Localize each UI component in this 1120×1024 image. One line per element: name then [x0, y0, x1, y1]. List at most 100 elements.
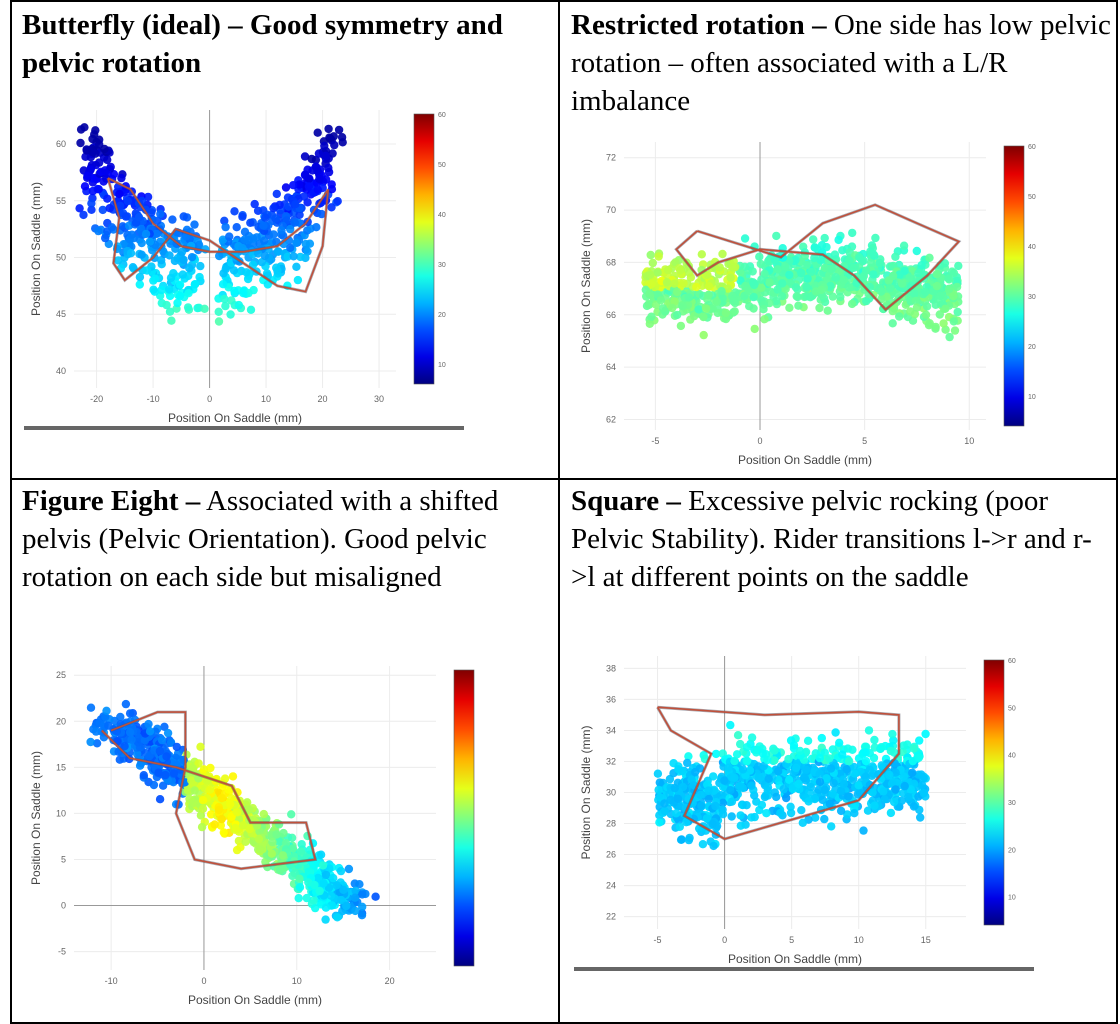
colorbar-tick-label: 40	[1008, 753, 1016, 760]
data-point	[655, 793, 665, 802]
data-point	[157, 735, 167, 745]
colorbar-tick-label: 60	[1008, 658, 1016, 665]
data-point	[296, 252, 305, 262]
data-point	[268, 837, 277, 847]
data-point	[234, 836, 244, 846]
x-tick-label: 5	[789, 935, 794, 945]
data-point	[676, 266, 685, 275]
data-point	[675, 822, 684, 831]
data-point	[742, 801, 751, 810]
data-point	[696, 790, 705, 800]
data-points	[641, 228, 963, 342]
data-point	[273, 247, 283, 256]
data-point	[169, 769, 179, 778]
y-tick-label: 68	[606, 257, 616, 267]
data-point	[879, 787, 888, 796]
data-point	[764, 774, 773, 783]
colorbar-tick-label: 20	[438, 312, 446, 319]
data-point	[877, 287, 886, 296]
data-point	[726, 720, 735, 730]
data-point	[302, 893, 311, 903]
x-tick-label: -10	[105, 976, 118, 986]
data-points	[75, 123, 347, 326]
data-point	[175, 291, 185, 301]
data-point	[826, 281, 835, 290]
data-point	[292, 262, 301, 271]
data-point	[800, 773, 809, 782]
data-point	[810, 794, 820, 804]
data-point	[283, 252, 292, 261]
data-point	[699, 330, 708, 340]
data-point	[288, 871, 297, 881]
data-point	[206, 763, 215, 773]
data-point	[226, 799, 235, 809]
data-point	[670, 279, 679, 288]
data-point	[300, 152, 310, 161]
data-point	[215, 251, 224, 261]
data-point	[654, 785, 663, 795]
data-point	[932, 270, 941, 279]
colorbar	[453, 669, 475, 967]
data-point	[259, 221, 268, 230]
chart-baseline-bar	[24, 426, 464, 430]
data-point	[309, 896, 318, 905]
data-point	[885, 283, 895, 293]
colorbar-tick-label: 50	[438, 162, 446, 169]
data-point	[157, 285, 166, 295]
data-point	[205, 785, 215, 794]
data-point	[888, 271, 898, 281]
data-point	[669, 759, 678, 768]
data-point	[127, 735, 136, 744]
data-point	[238, 821, 248, 830]
colorbar-tick-label: 10	[438, 362, 446, 369]
data-point	[831, 273, 840, 282]
data-point	[944, 285, 954, 294]
data-point	[871, 233, 880, 243]
data-point	[791, 283, 801, 292]
data-point	[279, 828, 288, 838]
data-point	[135, 272, 145, 282]
y-tick-label: 60	[56, 139, 66, 149]
data-point	[755, 252, 764, 261]
data-point	[98, 205, 108, 215]
x-tick-label: 10	[292, 976, 302, 986]
data-point	[656, 296, 666, 305]
data-point	[718, 798, 728, 807]
y-tick-label: 15	[56, 762, 66, 772]
data-point	[139, 771, 148, 780]
data-point	[187, 776, 196, 785]
y-tick-label: 5	[61, 854, 66, 864]
data-point	[83, 171, 92, 181]
data-point	[822, 774, 831, 783]
data-point	[198, 804, 208, 813]
data-point	[135, 280, 144, 289]
colorbar-tick-label: 10	[1028, 394, 1036, 401]
figure-grid: Butterfly (ideal) – Good symmetry and pe…	[10, 0, 1118, 1024]
data-point	[786, 736, 796, 745]
data-point	[647, 280, 656, 289]
data-point	[336, 866, 346, 876]
data-point	[944, 274, 953, 283]
data-point	[290, 218, 300, 227]
data-point	[320, 141, 329, 150]
data-point	[240, 227, 250, 236]
data-point	[718, 249, 727, 259]
data-point	[811, 813, 820, 822]
data-point	[121, 212, 131, 221]
data-point	[288, 844, 298, 853]
data-point	[950, 326, 960, 335]
data-point	[260, 236, 269, 245]
data-point	[115, 189, 124, 199]
data-point	[899, 772, 908, 781]
y-tick-label: 20	[56, 716, 66, 726]
data-point	[850, 769, 859, 778]
data-point	[321, 915, 330, 924]
data-point	[786, 802, 795, 811]
data-point	[888, 319, 897, 328]
data-point	[891, 785, 900, 794]
data-point	[733, 731, 743, 740]
y-tick-label: 10	[56, 808, 66, 818]
data-point	[904, 792, 913, 802]
data-point	[326, 891, 336, 900]
data-point	[802, 283, 811, 292]
